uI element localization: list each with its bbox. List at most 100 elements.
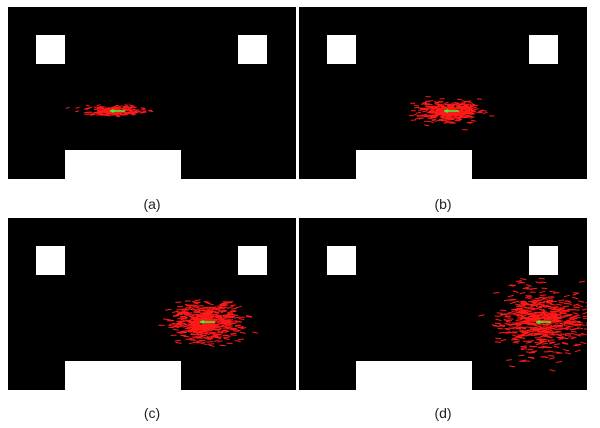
particle — [417, 109, 423, 111]
particle — [580, 341, 587, 345]
particle — [460, 113, 466, 116]
particle — [93, 106, 98, 108]
particle — [229, 304, 236, 307]
particle-cloud-a — [65, 104, 154, 118]
particle — [212, 310, 220, 313]
particle — [557, 334, 564, 338]
particle — [429, 117, 435, 119]
particle — [183, 308, 190, 311]
pose-estimate-dot — [201, 320, 205, 324]
particle — [512, 290, 519, 293]
particle — [468, 107, 474, 110]
particle — [223, 306, 230, 309]
particle — [458, 103, 464, 106]
particle — [131, 112, 136, 115]
particle — [573, 309, 580, 311]
particle — [524, 319, 531, 321]
particle — [169, 322, 176, 325]
particle — [234, 324, 241, 327]
particle — [547, 312, 554, 314]
particle — [478, 109, 484, 112]
particle — [226, 324, 233, 327]
particle — [546, 336, 553, 339]
particle — [197, 327, 204, 330]
particle — [123, 112, 128, 115]
particle — [531, 287, 538, 290]
particle — [182, 325, 189, 328]
particle — [507, 294, 514, 298]
particle — [524, 313, 531, 316]
particle — [520, 345, 527, 348]
particle — [556, 303, 563, 306]
particle — [117, 108, 122, 111]
particle — [118, 105, 123, 108]
particle — [212, 319, 220, 321]
particle — [571, 317, 578, 320]
particle — [207, 310, 214, 314]
particle — [573, 344, 580, 347]
particle — [426, 111, 432, 114]
particle — [191, 327, 198, 329]
particle — [413, 113, 419, 117]
particle — [204, 301, 211, 305]
particle — [206, 323, 214, 326]
particle — [565, 333, 572, 335]
obstacle-top-right — [529, 35, 558, 64]
particle — [540, 340, 547, 343]
particle — [538, 304, 545, 307]
particle — [191, 329, 198, 332]
particle — [189, 330, 196, 333]
particle — [514, 336, 521, 339]
particle — [131, 108, 136, 111]
particle — [457, 107, 463, 109]
particle — [423, 120, 429, 123]
particle — [106, 112, 111, 115]
particle — [512, 341, 519, 344]
particle — [469, 116, 475, 119]
particle — [557, 320, 564, 323]
particle — [187, 314, 194, 316]
particle — [222, 303, 229, 306]
particle — [208, 343, 215, 345]
particle — [519, 337, 526, 339]
particle — [198, 334, 205, 337]
particle — [410, 119, 416, 121]
particle — [563, 349, 570, 352]
particle — [188, 325, 195, 328]
particle — [511, 338, 518, 341]
obstacle-bottom — [356, 150, 472, 179]
particle — [417, 107, 423, 110]
particle — [212, 333, 219, 335]
particle — [210, 328, 217, 331]
particle — [130, 105, 135, 107]
particle — [183, 312, 190, 316]
particle — [530, 334, 537, 337]
particle — [572, 314, 579, 317]
particle — [198, 328, 205, 331]
particle — [470, 104, 476, 107]
particle — [581, 308, 587, 311]
particle — [168, 326, 175, 329]
particle — [515, 280, 522, 283]
particle — [466, 100, 472, 103]
particle — [548, 341, 556, 345]
particle — [554, 318, 561, 322]
particle — [539, 290, 546, 294]
particle — [508, 327, 515, 330]
particle — [183, 311, 190, 314]
particle — [430, 107, 436, 110]
particle — [546, 301, 553, 304]
particle — [178, 320, 185, 322]
particle — [503, 299, 510, 302]
particle — [556, 333, 563, 336]
particle — [230, 332, 237, 335]
particle — [197, 323, 204, 326]
particle — [516, 314, 523, 317]
particle — [568, 318, 575, 321]
particle — [193, 310, 200, 313]
particle — [97, 113, 102, 115]
particle — [582, 315, 587, 317]
obstacle-bottom — [356, 361, 472, 390]
particle — [434, 101, 440, 104]
particle — [585, 324, 587, 326]
